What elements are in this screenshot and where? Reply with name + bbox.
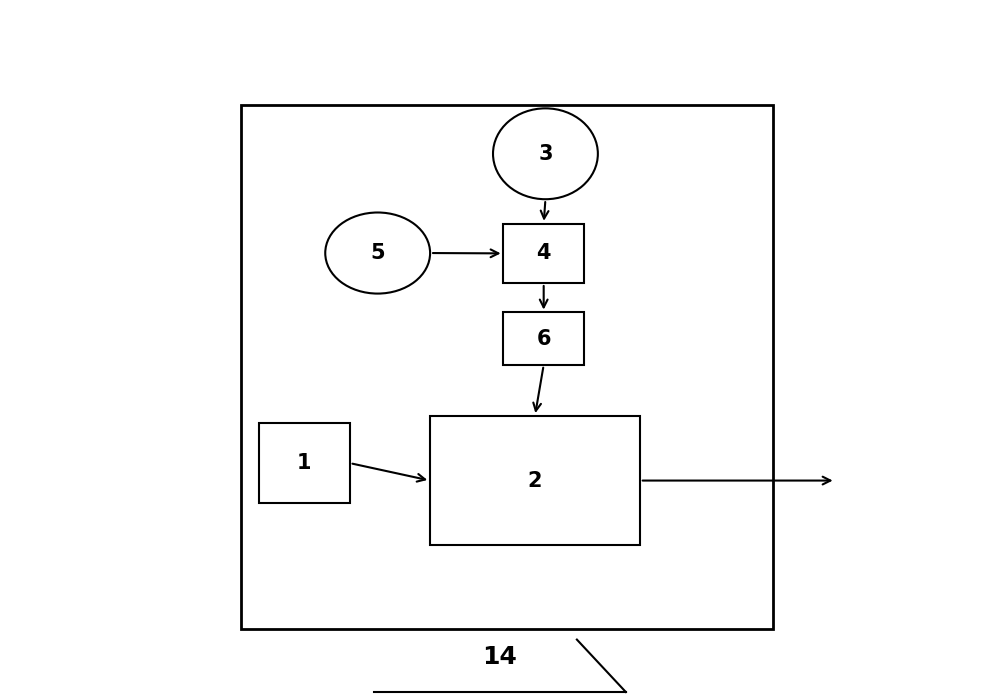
Text: 6: 6 bbox=[536, 329, 551, 349]
Bar bbox=[259, 423, 350, 503]
Text: 2: 2 bbox=[528, 470, 542, 491]
Bar bbox=[241, 105, 773, 629]
Text: 1: 1 bbox=[297, 453, 312, 473]
Text: 14: 14 bbox=[483, 645, 517, 669]
Ellipse shape bbox=[493, 108, 598, 199]
Text: 5: 5 bbox=[370, 243, 385, 263]
Text: 3: 3 bbox=[538, 144, 553, 164]
Bar bbox=[430, 416, 640, 545]
Ellipse shape bbox=[325, 212, 430, 294]
Bar bbox=[503, 224, 584, 283]
Text: 4: 4 bbox=[536, 243, 551, 264]
Bar bbox=[503, 312, 584, 365]
